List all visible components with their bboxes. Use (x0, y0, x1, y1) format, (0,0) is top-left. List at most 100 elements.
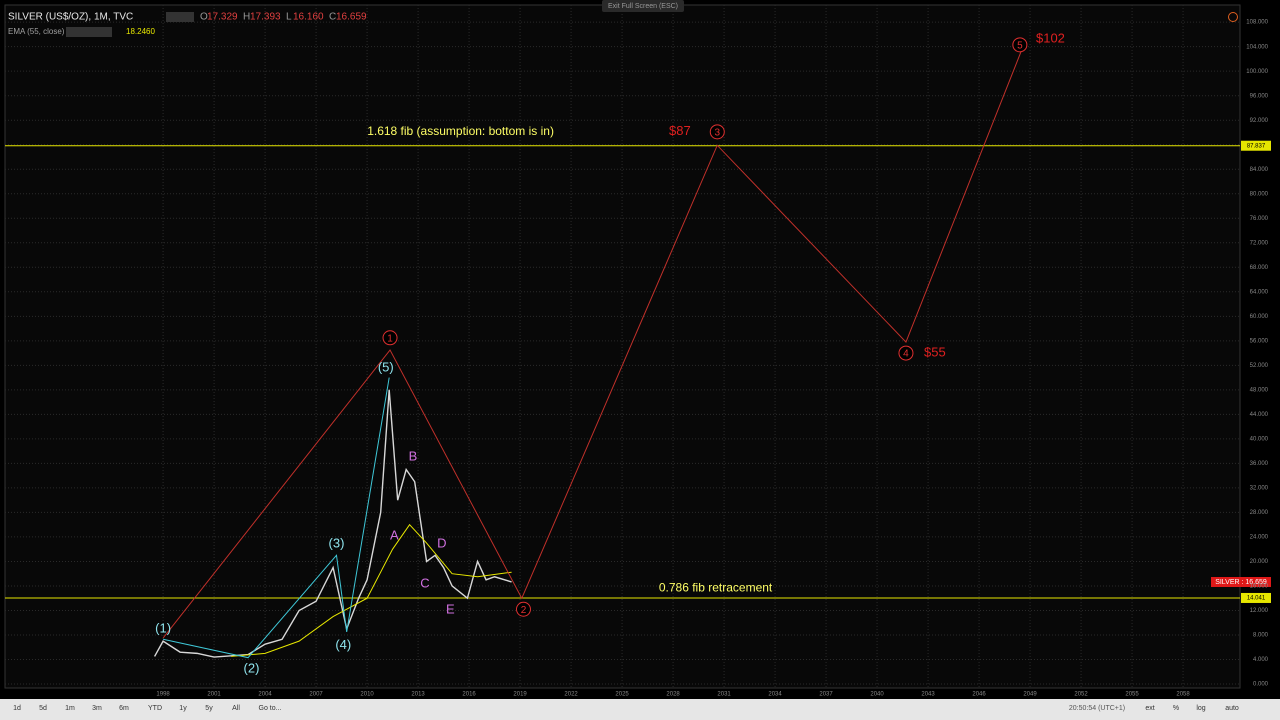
x-tick-label: 2028 (666, 692, 680, 698)
annotation: 5 (1017, 40, 1023, 51)
annotation: (3) (329, 536, 345, 551)
range-button[interactable]: 5d (39, 705, 47, 712)
y-tick-label: 96.000 (1250, 93, 1269, 99)
scale-button[interactable]: auto (1225, 705, 1239, 712)
annotation: C (420, 575, 429, 590)
ohlc-value: 17.329 (207, 12, 238, 23)
y-tick-label: 20.000 (1250, 559, 1269, 565)
x-tick-label: 2025 (615, 692, 629, 698)
y-tick-label: 4.000 (1253, 657, 1269, 663)
ohlc-key: H (243, 12, 250, 23)
range-button[interactable]: Go to... (259, 705, 282, 712)
series-line (162, 377, 390, 659)
y-tick-label: 52.000 (1250, 363, 1269, 369)
ohlc-key: O (200, 12, 208, 23)
plot-area (4, 4, 1241, 689)
annotation: E (446, 602, 455, 617)
fib-price-box (1241, 592, 1271, 603)
x-tick-label: 2001 (207, 692, 221, 698)
annotation: 3 (714, 127, 720, 138)
y-tick-label: 68.000 (1250, 265, 1269, 271)
y-tick-label: 32.000 (1250, 485, 1269, 491)
x-tick-label: 2007 (309, 692, 323, 698)
ohlc-value: 17.393 (250, 12, 281, 23)
y-tick-label: 8.000 (1253, 633, 1269, 639)
annotation: B (409, 448, 418, 463)
annotation: 2 (521, 605, 527, 616)
fib-price-box (1241, 140, 1271, 151)
wave-circle (515, 601, 531, 617)
annotation: (1) (155, 621, 171, 636)
x-tick-label: 2052 (1074, 692, 1088, 698)
y-tick-label: 80.000 (1250, 191, 1269, 197)
y-tick-label: 48.000 (1250, 387, 1269, 393)
header-icons[interactable] (166, 12, 194, 22)
indicator-value: 18.2460 (126, 27, 155, 36)
x-tick-label: 2031 (717, 692, 731, 698)
x-tick-label: 2046 (972, 692, 986, 698)
x-tick-label: 1998 (156, 692, 170, 698)
y-tick-label: 16.000 (1250, 584, 1269, 590)
fib-price-label: 87.837 (1247, 143, 1266, 149)
x-tick-label: 2019 (513, 692, 527, 698)
wave-circle (898, 345, 914, 361)
wave-circle (382, 330, 398, 346)
range-button[interactable]: All (232, 705, 240, 712)
x-tick-label: 2043 (921, 692, 935, 698)
series-line (162, 50, 1023, 639)
x-tick-label: 2034 (768, 692, 782, 698)
scale-button[interactable]: % (1173, 705, 1179, 712)
symbol-title: SILVER (US$/OZ), 1M, TVC (8, 12, 133, 23)
annotation: (2) (244, 661, 260, 676)
scale-button[interactable]: log (1196, 705, 1205, 712)
annotation: D (437, 536, 446, 551)
series-line (231, 523, 512, 657)
range-button[interactable]: 5y (205, 705, 213, 712)
range-button[interactable]: 3m (92, 705, 102, 712)
y-tick-label: 44.000 (1250, 412, 1269, 418)
ohlc-value: 16.160 (293, 12, 324, 23)
price-tag-box (1211, 577, 1271, 587)
x-tick-label: 2055 (1125, 692, 1139, 698)
annotation: 4 (903, 349, 909, 360)
annotation: 0.786 fib retracement (659, 580, 773, 594)
ohlc-value: 16.659 (336, 12, 367, 23)
x-tick-label: 2049 (1023, 692, 1037, 698)
price-tag: SILVER : 16.659 (1215, 579, 1267, 586)
y-tick-label: 56.000 (1250, 338, 1269, 344)
y-tick-label: 104.000 (1246, 44, 1268, 50)
scale-button[interactable]: ext (1145, 705, 1154, 712)
annotation: $87 (669, 123, 691, 138)
range-button[interactable]: 1d (13, 705, 21, 712)
fullscreen-button[interactable] (602, 0, 684, 12)
y-tick-label: 72.000 (1250, 240, 1269, 246)
annotation: $55 (924, 344, 946, 359)
x-tick-label: 2010 (360, 692, 374, 698)
alert-icon[interactable] (1228, 12, 1238, 22)
y-tick-label: 76.000 (1250, 216, 1269, 222)
y-tick-label: 100.000 (1246, 69, 1268, 75)
y-tick-label: 108.000 (1246, 20, 1268, 26)
range-button[interactable]: YTD (148, 705, 162, 712)
series-line (153, 389, 512, 658)
y-tick-label: 84.000 (1250, 167, 1269, 173)
x-tick-label: 2004 (258, 692, 272, 698)
y-tick-label: 0.000 (1253, 682, 1269, 688)
x-tick-label: 2037 (819, 692, 833, 698)
fullscreen-label[interactable]: Exit Full Screen (ESC) (608, 3, 678, 10)
annotation: (5) (378, 360, 394, 375)
fib-price-label: 14.041 (1247, 596, 1266, 602)
annotation: 1.618 fib (assumption: bottom is in) (367, 124, 554, 138)
ohlc-key: L (286, 12, 292, 23)
clock: 20:50:54 (UTC+1) (1069, 705, 1125, 712)
annotation: A (390, 528, 399, 543)
indicator-icons[interactable] (66, 27, 112, 37)
ohlc-key: C (329, 12, 336, 23)
x-tick-label: 2022 (564, 692, 578, 698)
wave-circle (709, 124, 725, 140)
range-button[interactable]: 1y (179, 705, 187, 712)
x-tick-label: 2040 (870, 692, 884, 698)
range-button[interactable]: 1m (65, 705, 75, 712)
range-button[interactable]: 6m (119, 705, 129, 712)
y-tick-label: 36.000 (1250, 461, 1269, 467)
